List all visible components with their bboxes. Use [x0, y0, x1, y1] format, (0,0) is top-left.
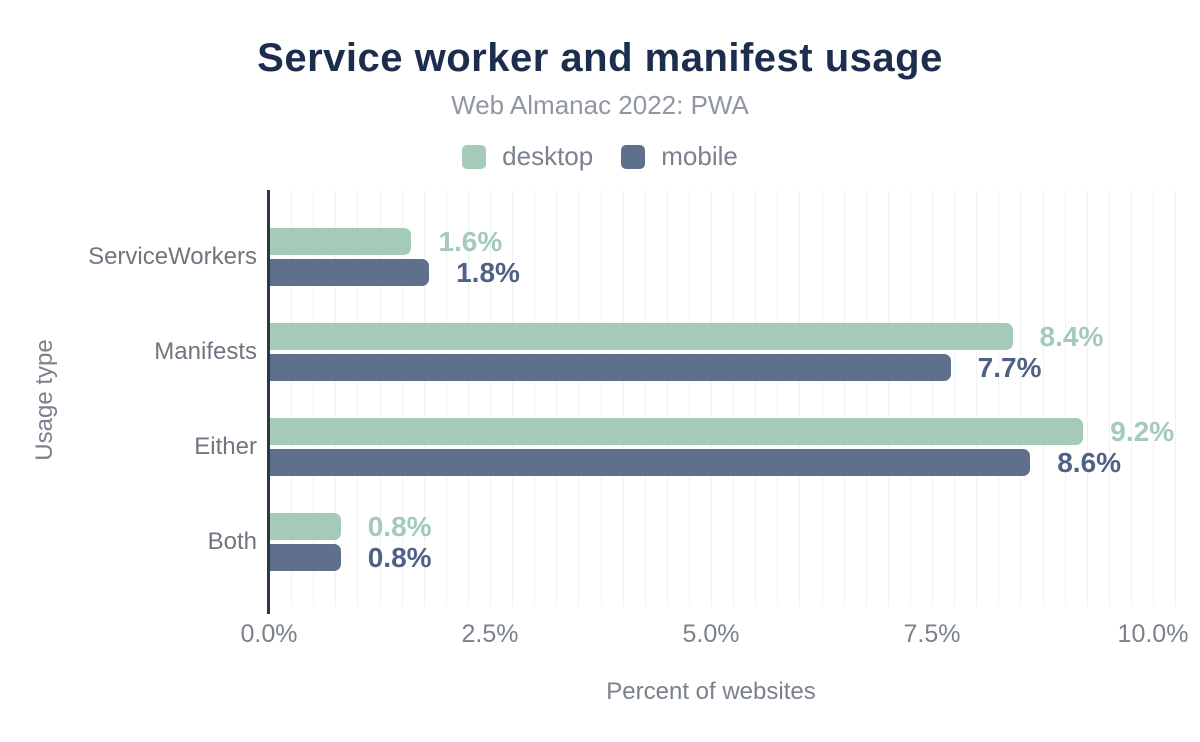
gridline	[777, 190, 779, 606]
gridline	[1086, 190, 1088, 606]
gridline	[578, 190, 580, 606]
gridline	[423, 190, 425, 606]
gridline	[1153, 190, 1154, 606]
bar-mobile-serviceworkers	[270, 259, 430, 286]
y-axis-line	[267, 190, 270, 614]
gridline	[733, 190, 735, 606]
gridline	[401, 190, 403, 606]
legend-label-desktop: desktop	[502, 141, 594, 171]
gridline	[556, 190, 558, 606]
gridline	[379, 190, 381, 606]
value-label-mobile-serviceworkers: 1.8%	[456, 257, 520, 288]
gridline	[865, 190, 867, 606]
gridline	[843, 190, 845, 606]
legend-item-desktop: desktop	[462, 141, 593, 172]
gridline	[976, 190, 978, 606]
gridline	[313, 190, 315, 606]
gridline	[799, 190, 801, 606]
gridline	[534, 190, 536, 606]
gridline	[1042, 190, 1044, 606]
gridline	[644, 190, 646, 606]
bar-desktop-either	[270, 418, 1084, 445]
legend-swatch-mobile	[621, 144, 646, 169]
gridline	[1020, 190, 1022, 606]
gridline	[666, 190, 668, 606]
gridline	[291, 190, 293, 606]
value-label-desktop-either: 9.2%	[1110, 416, 1175, 447]
gridline	[755, 190, 757, 606]
category-label-manifests: Manifests	[154, 338, 257, 365]
gridline	[1108, 190, 1110, 606]
bar-mobile-manifests	[270, 354, 951, 381]
gridline	[445, 190, 447, 606]
category-label-either: Either	[194, 433, 257, 460]
gridline	[467, 190, 469, 606]
bar-desktop-both	[270, 513, 341, 540]
gridline	[1175, 190, 1177, 606]
gridline	[998, 190, 1000, 606]
y-axis-title: Usage type	[31, 339, 58, 461]
category-label-both: Both	[207, 528, 257, 555]
legend-label-mobile: mobile	[661, 141, 738, 171]
gridline	[821, 190, 823, 606]
x-tick-label: 0.0%	[240, 620, 298, 648]
gridline	[954, 190, 956, 606]
gridline	[711, 190, 712, 606]
bar-mobile-both	[270, 544, 341, 571]
gridline	[1064, 190, 1066, 606]
gridline	[909, 190, 911, 606]
bar-desktop-serviceworkers	[270, 228, 412, 255]
gridline	[887, 190, 889, 606]
legend-swatch-desktop	[462, 144, 487, 169]
x-tick-label: 10.0%	[1117, 620, 1189, 648]
value-label-mobile-manifests: 7.7%	[977, 352, 1042, 383]
value-label-mobile-both: 0.8%	[367, 542, 432, 573]
gridline	[1130, 190, 1132, 606]
value-label-mobile-either: 8.6%	[1057, 447, 1122, 478]
value-label-desktop-both: 0.8%	[367, 511, 432, 542]
x-tick-label: 7.5%	[903, 620, 961, 648]
chart-title: Service worker and manifest usage	[257, 36, 943, 80]
legend-item-mobile: mobile	[621, 141, 738, 172]
category-label-serviceworkers: ServiceWorkers	[88, 243, 257, 270]
bar-desktop-manifests	[270, 323, 1013, 350]
legend: desktop mobile	[0, 141, 1200, 172]
x-axis-title: Percent of websites	[606, 678, 816, 705]
gridline	[622, 190, 624, 606]
bar-mobile-either	[270, 449, 1031, 476]
gridline	[357, 190, 359, 606]
x-tick-label: 5.0%	[682, 620, 740, 648]
x-tick-label: 2.5%	[461, 620, 519, 648]
gridline	[512, 190, 514, 606]
gridline	[600, 190, 602, 606]
gridline	[335, 190, 337, 606]
value-label-desktop-manifests: 8.4%	[1039, 321, 1104, 352]
gridline	[688, 190, 690, 606]
gridline	[490, 190, 491, 606]
gridline	[932, 190, 933, 606]
chart-subtitle: Web Almanac 2022: PWA	[451, 90, 749, 120]
value-label-desktop-serviceworkers: 1.6%	[438, 226, 503, 257]
